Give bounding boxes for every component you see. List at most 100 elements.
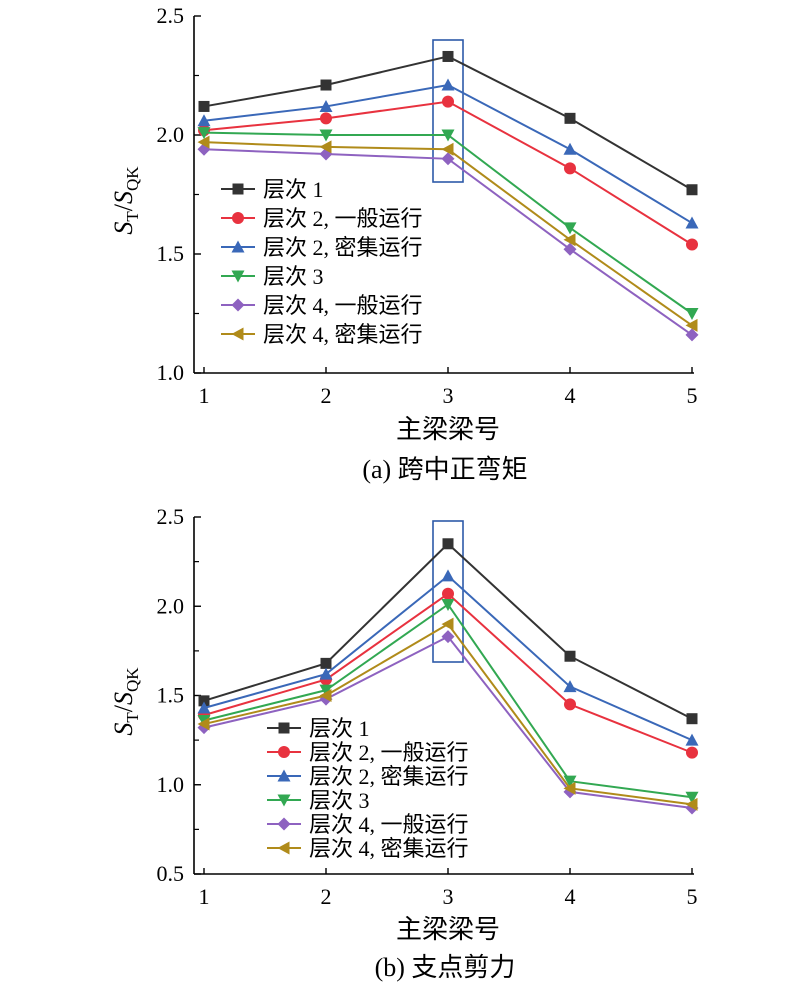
legend-marker — [277, 817, 291, 831]
x-axis-label: 主梁梁号 — [396, 415, 500, 444]
x-tick-label: 5 — [687, 383, 698, 408]
data-point — [563, 680, 577, 693]
legend-marker — [232, 212, 244, 224]
legend-label: 层次 4, 密集运行 — [309, 836, 469, 861]
legend-marker — [231, 327, 244, 341]
legend-marker — [232, 183, 244, 195]
x-tick-label: 1 — [199, 884, 210, 909]
data-point — [442, 538, 454, 550]
series-0 — [198, 50, 698, 196]
series-2 — [197, 78, 699, 229]
data-point — [197, 717, 210, 731]
data-point — [197, 114, 211, 127]
x-axis-label: 主梁梁号 — [396, 915, 500, 944]
data-point — [319, 667, 333, 680]
series-5 — [197, 135, 698, 332]
legend-label: 层次 2, 一般运行 — [263, 206, 423, 231]
series-2 — [197, 569, 699, 746]
legend-label: 层次 2, 密集运行 — [309, 764, 469, 789]
data-point — [685, 216, 699, 229]
data-point — [685, 733, 699, 746]
data-point — [198, 100, 210, 112]
data-point — [563, 222, 577, 235]
series-3 — [197, 127, 699, 320]
series-1 — [198, 587, 698, 759]
data-point — [198, 695, 210, 707]
legend-label: 层次 1 — [263, 177, 324, 202]
data-point — [685, 797, 698, 811]
data-point — [686, 713, 698, 725]
data-point — [441, 630, 455, 644]
y-tick-label: 0.5 — [157, 861, 185, 886]
data-point — [564, 162, 576, 175]
legend-label: 层次 4, 一般运行 — [263, 293, 423, 318]
x-tick-label: 4 — [565, 383, 576, 408]
data-point — [441, 598, 455, 611]
y-tick-label: 2.0 — [157, 122, 185, 147]
data-point — [441, 569, 455, 582]
legend-label: 层次 2, 密集运行 — [263, 235, 423, 260]
data-point — [685, 318, 698, 332]
legend-label: 层次 2, 一般运行 — [309, 740, 469, 765]
legend-label: 层次 4, 密集运行 — [263, 322, 423, 347]
data-point — [197, 127, 211, 140]
y-tick-label: 2.5 — [157, 3, 185, 28]
data-point — [320, 112, 332, 125]
legend-label: 层次 1 — [309, 716, 370, 741]
legend-marker — [231, 270, 245, 283]
legend-marker — [231, 240, 245, 253]
y-tick-label: 1.5 — [157, 241, 185, 266]
series-3 — [197, 598, 699, 804]
data-point — [442, 50, 454, 62]
data-point — [686, 746, 698, 759]
x-tick-label: 5 — [687, 884, 698, 909]
data-point — [441, 78, 455, 91]
series-0 — [198, 538, 698, 725]
y-tick-label: 1.0 — [157, 772, 185, 797]
y-tick-label: 2.0 — [157, 593, 185, 618]
data-point — [686, 238, 698, 251]
data-point — [319, 129, 333, 142]
data-point — [441, 129, 455, 142]
data-point — [441, 617, 454, 631]
legend-marker — [278, 722, 290, 734]
data-point — [441, 142, 454, 156]
legend-label: 层次 3 — [309, 788, 370, 813]
y-axis-label: ST/SQK — [109, 667, 142, 736]
data-point — [564, 112, 576, 124]
data-point — [197, 701, 211, 714]
y-tick-label: 1.0 — [157, 360, 185, 385]
chart-caption: (b) 支点剪力 — [375, 953, 516, 982]
legend-marker — [277, 769, 291, 782]
data-point — [441, 152, 455, 166]
data-point — [319, 140, 332, 154]
series-5 — [197, 617, 698, 811]
legend-marker — [277, 841, 290, 855]
data-point — [320, 79, 332, 91]
legend-label: 层次 4, 一般运行 — [309, 812, 469, 837]
legend-label: 层次 3 — [263, 264, 324, 289]
chart-b: 1 2 3 4 5 0.5 1.0 1.5 2.0 2.5 ST/SQK 主梁梁号 (b) 支点剪力 层次… — [109, 504, 699, 982]
data-point — [563, 775, 577, 788]
y-tick-label: 1.5 — [157, 683, 185, 708]
data-point — [685, 328, 699, 342]
chart-a: 1 2 3 4 5 1.0 1.5 2.0 2.5 ST/SQK 主梁梁号 (a) 跨中正弯矩 层次 1… — [109, 3, 699, 484]
data-point — [319, 689, 332, 702]
data-point — [563, 142, 577, 155]
y-axis-label: ST/SQK — [109, 166, 142, 235]
data-point — [685, 791, 699, 804]
legend-marker — [277, 794, 291, 807]
data-point — [563, 233, 576, 247]
data-point — [686, 184, 698, 196]
legend-marker — [278, 746, 290, 758]
data-point — [563, 781, 576, 795]
data-point — [320, 657, 332, 669]
data-point — [197, 135, 210, 149]
x-tick-label: 2 — [321, 884, 332, 909]
data-point — [564, 698, 576, 711]
x-tick-label: 2 — [321, 383, 332, 408]
